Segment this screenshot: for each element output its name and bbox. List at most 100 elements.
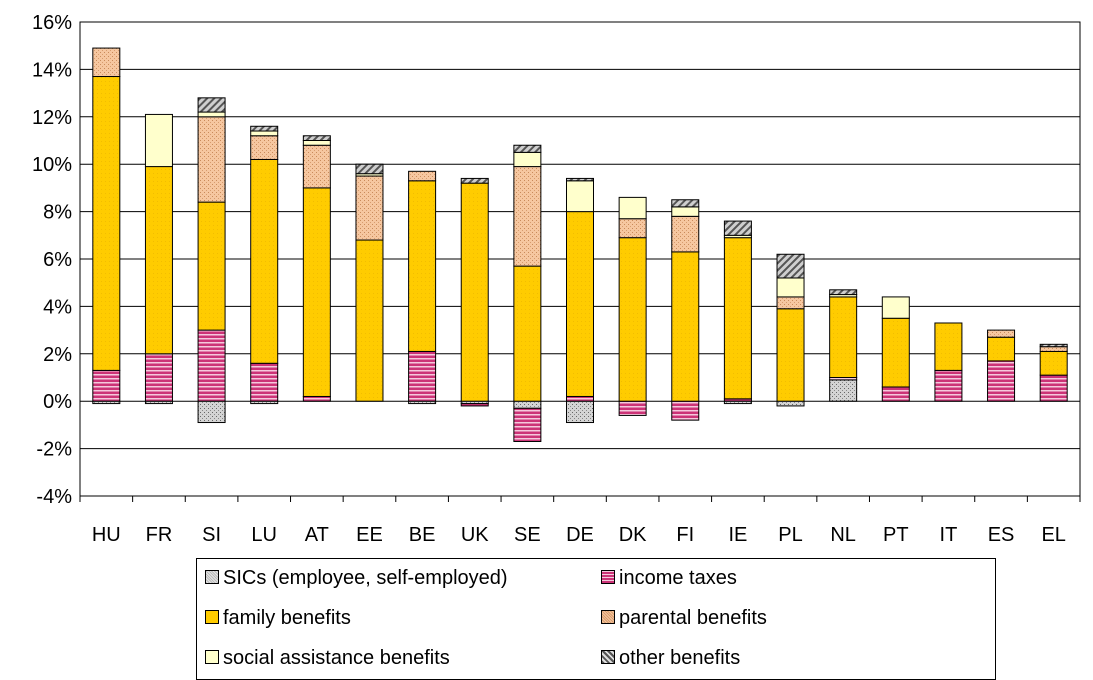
bar-segment-fam-HU <box>92 76 121 371</box>
y-tick-label: 4% <box>43 296 72 318</box>
x-tick-label: HU <box>92 524 121 546</box>
bar-segment-oth-SE <box>513 144 542 153</box>
bar-segment-oth-DE <box>566 177 594 182</box>
legend: SICs (employee, self-employed) income ta… <box>196 558 996 680</box>
bar-segment-fam-NL <box>829 296 858 379</box>
bar-segment-soc-DK <box>618 196 647 220</box>
x-tick-label: ES <box>988 524 1015 546</box>
bar-segment-par-FI <box>671 215 700 253</box>
legend-item-sics: SICs (employee, self-employed) <box>205 567 508 589</box>
bar-segment-sics-PL <box>776 400 805 407</box>
stacked-bar-chart: 16% 14% 12% 10% 8% 6% 4% 2% 0% -2% -4% HU FR SI LU AT E… <box>32 12 1081 546</box>
legend-label-oth: other benefits <box>619 647 741 669</box>
bar-segment-tax-FI <box>671 400 700 421</box>
y-tick-label: -4% <box>36 486 72 508</box>
x-tick-label: PL <box>778 524 802 546</box>
x-tick-label: UK <box>461 524 489 546</box>
y-tick-label: -2% <box>36 439 72 461</box>
bar-segment-tax-DE <box>566 395 594 402</box>
bar-segment-par-LU <box>250 135 279 160</box>
bar-segment-tax-ES <box>987 360 1016 402</box>
bar-segment-fam-SE <box>513 265 542 402</box>
bar-segment-soc-FR <box>144 113 173 168</box>
bar-segment-tax-HU <box>92 369 121 402</box>
x-tick-label: EE <box>356 524 383 546</box>
bar-segment-oth-SI <box>197 97 226 113</box>
bar-segment-soc-LU <box>250 130 279 137</box>
bar-segment-oth-AT <box>302 135 331 141</box>
bar-segment-tax-AT <box>302 395 331 402</box>
bar-segment-tax-IT <box>934 369 963 402</box>
bar-segment-oth-UK <box>460 177 489 184</box>
x-tick-label: IT <box>940 524 958 546</box>
bar-segment-soc-SI <box>197 111 226 118</box>
axes <box>79 21 1081 502</box>
bar-segment-fam-SI <box>197 201 226 331</box>
legend-item-fam: family benefits <box>205 607 351 629</box>
bar-segment-par-HU <box>92 47 121 78</box>
bar-segment-sics-NL <box>829 379 858 402</box>
y-tick-label: 16% <box>32 12 72 34</box>
bar-segment-tax-DK <box>618 400 647 416</box>
bar-segment-fam-DE <box>566 211 594 397</box>
bar-segment-tax-EL <box>1039 374 1068 402</box>
x-tick-label: IE <box>728 524 747 546</box>
bar-segment-fam-PL <box>776 308 805 402</box>
legend-label-fam: family benefits <box>223 607 351 629</box>
legend-label-par: parental benefits <box>619 607 767 629</box>
bar-segment-soc-SE <box>513 151 542 168</box>
bar-segment-fam-UK <box>460 182 489 402</box>
legend-label-sics: SICs (employee, self-employed) <box>223 567 508 589</box>
x-tick-label: SE <box>514 524 541 546</box>
bar-segment-tax-SI <box>197 329 226 402</box>
legend-swatch-soc <box>205 649 219 664</box>
bar-segment-fam-ES <box>987 336 1016 362</box>
x-tick-label: BE <box>409 524 436 546</box>
bar-segment-oth-EL <box>1039 343 1068 348</box>
x-tick-label: AT <box>305 524 329 546</box>
bar-segment-fam-LU <box>250 158 279 364</box>
x-tick-label: NL <box>830 524 856 546</box>
legend-swatch-oth <box>601 649 615 664</box>
bar-segment-par-DK <box>618 218 647 239</box>
legend-item-tax: income taxes <box>601 567 737 589</box>
bar-segment-soc-AT <box>302 140 331 146</box>
bar-segment-oth-FI <box>671 199 700 208</box>
bar-segment-tax-SE <box>513 407 542 442</box>
bar-segment-oth-IE <box>723 220 752 236</box>
x-tick-label: PT <box>883 524 909 546</box>
bar-segment-fam-IE <box>723 237 752 400</box>
bar-segment-fam-AT <box>302 187 331 397</box>
legend-label-tax: income taxes <box>619 567 737 589</box>
bar-segment-par-ES <box>987 329 1016 338</box>
bar-segment-tax-UK <box>460 403 489 407</box>
bar-segment-oth-PL <box>776 253 805 279</box>
bar-segment-fam-FR <box>144 166 173 355</box>
bar-segment-fam-BE <box>408 180 437 352</box>
bar-segment-oth-EE <box>355 163 384 175</box>
bar-segment-fam-PT <box>881 317 910 388</box>
x-tick-label: FI <box>676 524 694 546</box>
x-tick-labels: HU FR SI LU AT EE BE UK SE DE DK FI IE PL NL PT IT ES EL <box>92 524 1066 546</box>
bar-segment-oth-NL <box>829 289 858 296</box>
y-tick-label: 2% <box>43 344 72 366</box>
legend-item-soc: social assistance benefits <box>205 647 450 669</box>
bar-segment-soc-PL <box>776 277 805 298</box>
bar-segment-sics-DE <box>566 400 594 424</box>
bars <box>92 47 1068 442</box>
legend-swatch-sics <box>205 569 219 584</box>
y-tick-label: 8% <box>43 202 72 224</box>
bar-segment-fam-EE <box>355 239 384 402</box>
bar-segment-sics-SI <box>197 400 226 424</box>
bar-segment-tax-BE <box>408 350 437 402</box>
x-tick-label: DE <box>566 524 594 546</box>
bar-segment-soc-PT <box>881 296 910 319</box>
legend-item-oth: other benefits <box>601 647 740 669</box>
y-tick-label: 10% <box>32 154 72 176</box>
bar-segment-fam-EL <box>1039 350 1068 376</box>
bar-segment-tax-FR <box>144 353 173 402</box>
legend-label-soc: social assistance benefits <box>223 647 450 669</box>
bar-segment-par-AT <box>302 144 331 189</box>
bar-segment-par-SE <box>513 166 542 267</box>
